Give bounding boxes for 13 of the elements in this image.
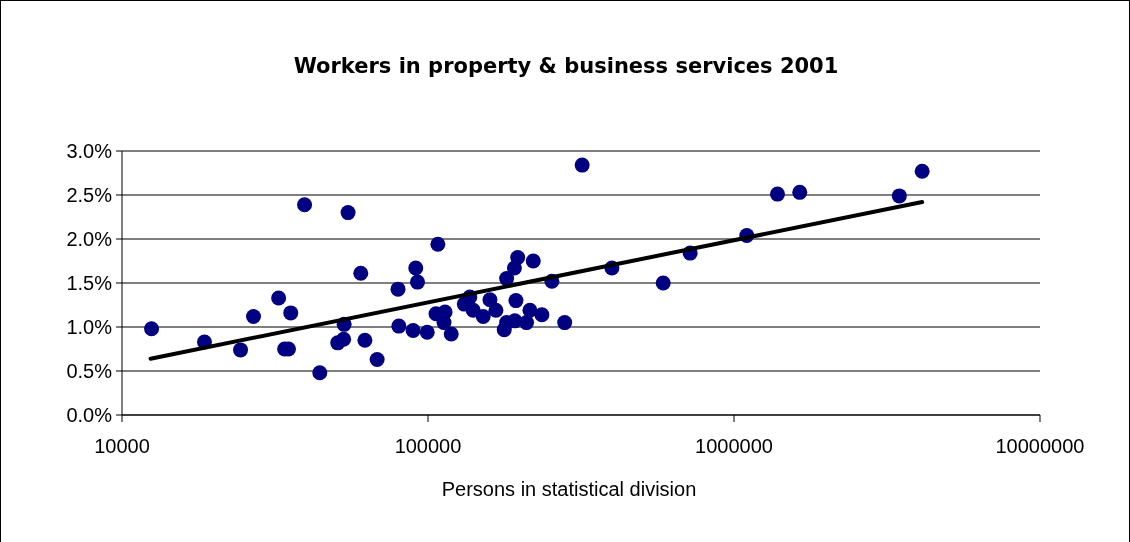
y-tick-label: 1.0% — [66, 316, 113, 338]
x-tick-label: 10000 — [94, 435, 150, 457]
y-tick-label: 2.5% — [66, 184, 113, 206]
x-axis-title: Persons in statistical division — [441, 478, 697, 500]
y-tick-label: 2.0% — [66, 228, 113, 250]
chart-title: Workers in property & business services 2001 — [293, 54, 839, 78]
y-tick-label: 3.0% — [66, 140, 113, 162]
x-tick-label: 100000 — [394, 435, 462, 457]
y-tick-label: 0.5% — [66, 360, 113, 382]
x-tick-label: 10000000 — [995, 435, 1085, 457]
y-tick-label: 0.0% — [66, 404, 113, 426]
x-tick-label: 1000000 — [695, 435, 773, 457]
y-tick-label: 1.5% — [66, 272, 113, 294]
